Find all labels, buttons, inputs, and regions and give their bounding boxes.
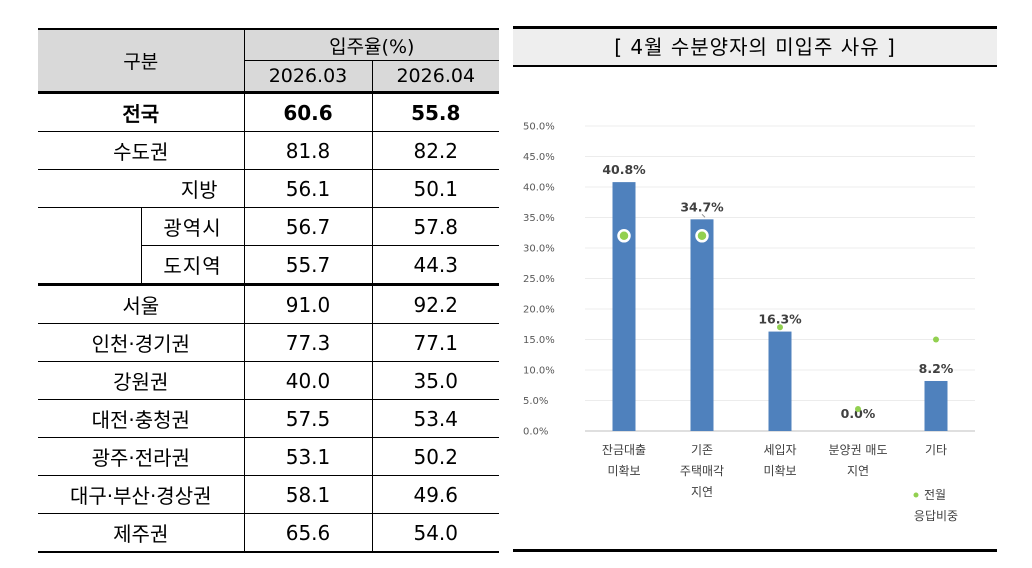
row-label: 광주·전라권 (38, 437, 245, 476)
y-tick-label: 15.0% (523, 335, 555, 346)
y-tick-label: 5.0% (523, 396, 548, 407)
chart-panel: [ 4월 수분양자의 미입주 사유 ] 0.0% 5.0% 10.0% 15.0% 20… (513, 26, 997, 552)
data-label: 0.0% (841, 406, 876, 421)
bar (924, 380, 948, 431)
row-label: 도지역 (141, 245, 245, 286)
table-row: 광역시 56.7 57.8 (38, 207, 500, 246)
category-label: 분양권 매도 (828, 443, 887, 457)
table-row: 수도권 81.8 82.2 (38, 131, 500, 170)
row-value-2026-04: 57.8 (372, 207, 500, 246)
category-label: 미확보 (763, 464, 796, 478)
occupancy-rate-table: 구분 입주율(%) 2026.03 2026.04 전국 60.6 55.8 수… (38, 28, 500, 553)
prev-month-point (617, 229, 631, 243)
table-row: 대전·충청권 57.5 53.4 (38, 399, 500, 438)
category-label: 기타 (925, 443, 947, 457)
prev-month-point (695, 229, 709, 243)
y-tick-label: 45.0% (523, 152, 555, 163)
row-value-2026-03: 40.0 (244, 361, 373, 400)
row-value-2026-03: 81.8 (244, 131, 373, 170)
category-label: 미확보 (607, 464, 640, 478)
row-value-2026-04: 50.2 (372, 437, 500, 476)
row-value-2026-04: 92.2 (372, 284, 500, 324)
row-value-2026-03: 65.6 (244, 513, 373, 553)
row-label: 수도권 (38, 131, 245, 170)
category-label: 기존 (691, 443, 713, 457)
table-row: 지방 56.1 50.1 (38, 169, 500, 208)
row-value-2026-04: 44.3 (372, 245, 500, 286)
y-tick-label: 25.0% (523, 274, 555, 285)
row-indent (38, 207, 142, 246)
category-label: 주택매각 (680, 464, 724, 478)
row-value-2026-03: 58.1 (244, 475, 373, 514)
row-value-2026-03: 77.3 (244, 323, 373, 362)
row-label: 지방 (38, 169, 245, 208)
prev-month-point (777, 324, 783, 331)
table-row: 광주·전라권 53.1 50.2 (38, 437, 500, 476)
row-label: 인천·경기권 (38, 323, 245, 362)
chart-title: [ 4월 수분양자의 미입주 사유 ] (513, 29, 997, 67)
data-label: 8.2% (919, 361, 954, 376)
table-row: 인천·경기권 77.3 77.1 (38, 323, 500, 362)
table-row: 제주권 65.6 54.0 (38, 513, 500, 553)
legend-label: 응답비중 (914, 509, 958, 523)
y-tick-label: 0.0% (523, 427, 548, 438)
row-label: 제주권 (38, 513, 245, 553)
row-value-2026-04: 82.2 (372, 131, 500, 170)
leader-line (701, 213, 706, 218)
header-rate: 입주율(%) (244, 28, 500, 61)
row-value-2026-03: 60.6 (244, 92, 373, 132)
data-label: 34.7% (680, 199, 724, 214)
row-value-2026-03: 91.0 (244, 284, 373, 324)
y-tick-label: 30.0% (523, 244, 555, 255)
row-label: 전국 (38, 92, 245, 132)
y-tick-label: 50.0% (523, 122, 555, 133)
bar (612, 182, 636, 431)
category-label: 지연 (847, 464, 869, 478)
category-label: 지연 (691, 485, 713, 499)
data-label: 16.3% (758, 312, 802, 327)
legend-label: 전월 (924, 488, 946, 502)
row-value-2026-03: 56.1 (244, 169, 373, 208)
row-label: 광역시 (141, 207, 245, 246)
bar (690, 219, 714, 431)
y-tick-label: 35.0% (523, 213, 555, 224)
bar-chart: 0.0% 5.0% 10.0% 15.0% 20.0% 25.0% 30.0% 35.0% 40… (523, 122, 975, 523)
row-label: 강원권 (38, 361, 245, 400)
category-label: 잔금대출 (602, 443, 646, 457)
header-group: 구분 (38, 28, 245, 94)
data-label: 40.8% (602, 162, 646, 177)
table-row: 대구·부산·경상권 58.1 49.6 (38, 475, 500, 514)
prev-month-point (855, 406, 861, 413)
row-value-2026-03: 56.7 (244, 207, 373, 246)
row-value-2026-04: 53.4 (372, 399, 500, 438)
row-value-2026-03: 57.5 (244, 399, 373, 438)
row-label: 대전·충청권 (38, 399, 245, 438)
row-value-2026-04: 49.6 (372, 475, 500, 514)
row-value-2026-04: 35.0 (372, 361, 500, 400)
row-value-2026-04: 54.0 (372, 513, 500, 553)
table-row: 전국 60.6 55.8 (38, 92, 500, 132)
row-indent (38, 245, 142, 286)
row-label: 서울 (38, 284, 245, 324)
row-value-2026-04: 55.8 (372, 92, 500, 132)
table-row: 도지역 55.7 44.3 (38, 245, 500, 286)
header-col-2026-03: 2026.03 (244, 60, 373, 94)
table-row: 강원권 40.0 35.0 (38, 361, 500, 400)
y-tick-label: 10.0% (523, 366, 555, 377)
row-label: 대구·부산·경상권 (38, 475, 245, 514)
y-tick-label: 20.0% (523, 305, 555, 316)
row-value-2026-04: 50.1 (372, 169, 500, 208)
row-value-2026-03: 53.1 (244, 437, 373, 476)
prev-month-point (933, 336, 939, 343)
bar (768, 331, 792, 431)
y-tick-label: 40.0% (523, 183, 555, 194)
row-value-2026-03: 55.7 (244, 245, 373, 286)
header-col-2026-04: 2026.04 (372, 60, 500, 94)
legend-marker (913, 492, 919, 498)
category-label: 세입자 (763, 443, 796, 457)
table-row: 서울 91.0 92.2 (38, 284, 500, 324)
row-value-2026-04: 77.1 (372, 323, 500, 362)
